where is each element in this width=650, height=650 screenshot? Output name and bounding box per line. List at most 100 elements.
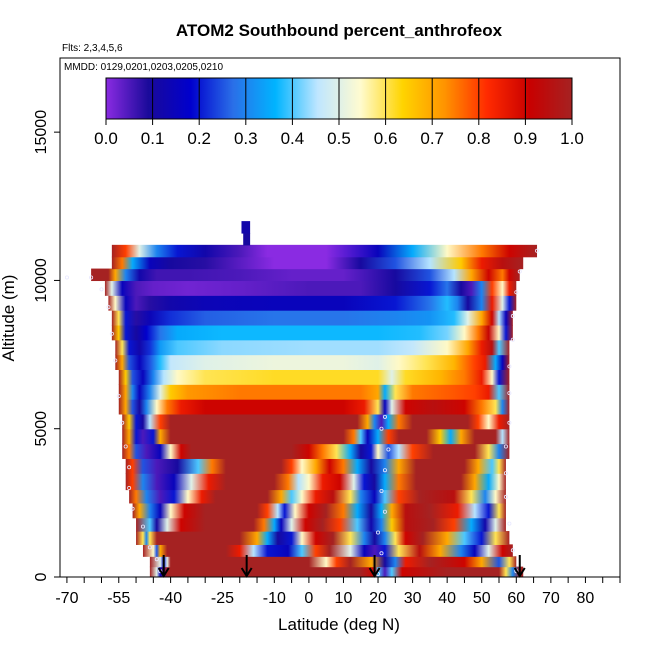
flight-track-point (123, 444, 128, 449)
y-tick-label: 0 (33, 572, 50, 581)
colorbar-ticks: 0.0 0.1 0.2 0.3 0.4 0.5 0.6 0.7 0.8 0.9 1.0 (94, 78, 584, 148)
heatmap-band (118, 369, 510, 385)
flight-track-point (379, 426, 384, 431)
colorbar-tick-label: 0.8 (467, 129, 491, 148)
heatmap-band (104, 280, 517, 296)
x-tick-label: 30 (404, 590, 422, 607)
flight-track-point (503, 444, 508, 449)
x-axis-title: Latitude (deg N) (278, 615, 400, 634)
flight-track-point (510, 548, 515, 553)
heatmap-band (91, 268, 520, 282)
flight-track-point (127, 486, 132, 491)
flight-track-point (507, 521, 512, 526)
heatmap-band (111, 244, 538, 258)
heatmap-layer (91, 221, 538, 577)
x-tick-label: 20 (369, 590, 387, 607)
x-tick-label: -40 (159, 590, 182, 607)
flight-track-point (89, 275, 94, 280)
flight-track-point (113, 358, 118, 363)
x-tick-label: 50 (473, 590, 491, 607)
heatmap-band (122, 443, 510, 459)
y-axis: 0 5000 10000 15000 (33, 110, 60, 581)
x-tick-label: 60 (507, 590, 525, 607)
y-tick-label: 15000 (33, 110, 50, 155)
y-tick-label: 5000 (33, 411, 50, 447)
marker-arrow-head (157, 567, 170, 578)
x-tick-label: 0 (304, 590, 313, 607)
heatmap-band (149, 556, 517, 568)
flight-track-point (382, 468, 387, 473)
x-tick-label: -70 (55, 590, 78, 607)
x-tick-label: -55 (107, 590, 130, 607)
colorbar-tick-label: 0.5 (327, 129, 351, 148)
heatmap-band (241, 221, 251, 234)
marker-arrow-head (240, 567, 253, 578)
x-tick-label: 80 (577, 590, 595, 607)
y-tick-label: 10000 (33, 258, 50, 303)
heatmap-band (122, 413, 510, 430)
flight-track-point (507, 391, 512, 396)
flight-track-point (140, 524, 145, 529)
chart-title: ATOM2 Southbound percent_anthrofeox (176, 21, 503, 40)
colorbar-tick-label: 0.3 (234, 129, 258, 148)
flight-track-point (127, 465, 132, 470)
x-tick-label: -25 (211, 590, 234, 607)
heatmap-band (111, 324, 513, 341)
flights-label: Flts: 2,3,4,5,6 (62, 43, 123, 54)
colorbar-tick-label: 0.4 (281, 129, 305, 148)
flight-track-point (507, 420, 512, 425)
flight-track-point (386, 447, 391, 452)
heatmap-band (118, 399, 510, 415)
flight-track-point (510, 314, 515, 319)
markers-layer (157, 555, 526, 578)
flight-track-point (517, 269, 522, 274)
heatmap-band (111, 256, 524, 270)
marker-arrow-head (368, 567, 381, 578)
x-axis: -70 -55 -40 -25 -10 0 10 20 30 40 50 60 70 80 (55, 577, 621, 607)
heatmap-band (129, 489, 506, 504)
heatmap-band (136, 517, 506, 532)
flight-track-point (64, 275, 69, 280)
flight-track-point (147, 545, 152, 550)
x-tick-label: -10 (263, 590, 286, 607)
colorbar-tick-label: 0.0 (94, 129, 118, 148)
heatmap-band (118, 384, 510, 400)
colorbar-tick-label: 0.9 (514, 129, 538, 148)
flight-track-point (154, 557, 159, 562)
flight-track-point (379, 488, 384, 493)
colorbar-tick-label: 0.1 (141, 129, 165, 148)
colorbar: 0.0 0.1 0.2 0.3 0.4 0.5 0.6 0.7 0.8 0.9 1.0 (94, 77, 584, 148)
flight-track-point (535, 248, 540, 253)
heatmap-band (243, 232, 251, 246)
marker-arrow-head (513, 567, 526, 578)
flight-track-point (376, 530, 381, 535)
flight-track-point (382, 509, 387, 514)
flight-track-point (514, 290, 519, 295)
dates-label: MMDD: 0129,0201,0203,0205,0210 (64, 62, 223, 73)
flight-track-point (99, 287, 104, 292)
x-tick-label: 10 (335, 590, 353, 607)
flight-track-point (382, 414, 387, 419)
heatmap-band (149, 566, 524, 577)
colorbar-tick-label: 0.7 (420, 129, 444, 148)
y-axis-title: Altitude (m) (0, 275, 18, 362)
flight-track-point (109, 331, 114, 336)
flight-track-point (510, 337, 515, 342)
heatmap-band (115, 354, 510, 370)
flight-track-point (379, 551, 384, 556)
heatmap-band (108, 295, 517, 311)
colorbar-tick-label: 1.0 (560, 129, 584, 148)
x-tick-label: 40 (438, 590, 456, 607)
colorbar-tick-label: 0.6 (374, 129, 398, 148)
heatmap-band (136, 531, 510, 545)
colorbar-tick-label: 0.2 (187, 129, 211, 148)
flight-track-point (503, 494, 508, 499)
flight-track-point (130, 506, 135, 511)
flight-tracks-layer (64, 248, 540, 577)
heatmap-band (142, 544, 513, 557)
flight-track-point (507, 364, 512, 369)
heatmap-band (115, 339, 510, 356)
heatmap-band (122, 428, 510, 445)
heatmap-band (125, 473, 506, 491)
